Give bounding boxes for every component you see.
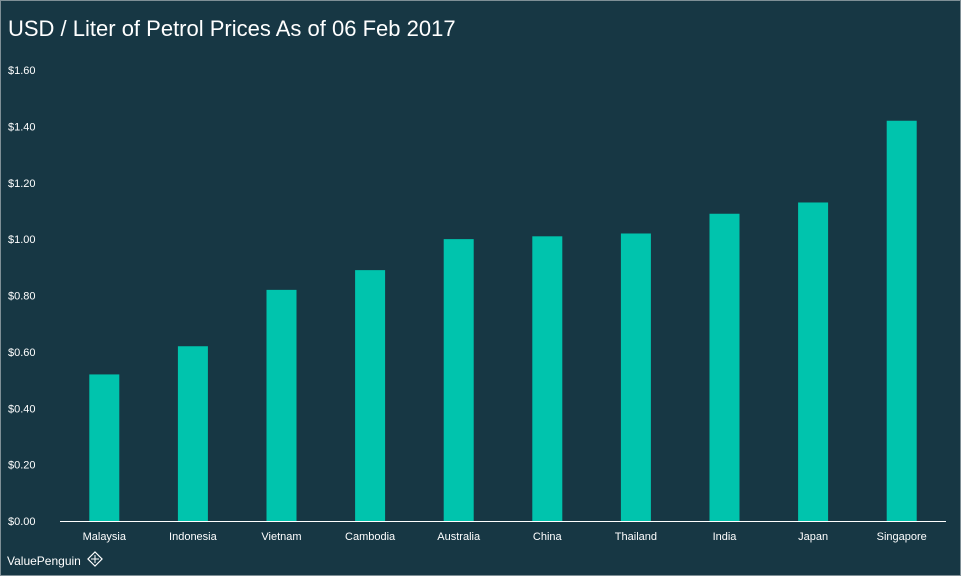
- y-tick-label: $1.20: [8, 178, 36, 190]
- bar: [266, 289, 297, 521]
- brand-name: ValuePenguin: [7, 554, 81, 568]
- bar: [798, 202, 829, 521]
- y-tick-label: $0.20: [8, 460, 36, 472]
- y-tick-label: $1.40: [8, 121, 36, 133]
- penguin-logo-icon: [87, 551, 103, 567]
- bar: [443, 239, 474, 521]
- x-tick-label: Japan: [798, 531, 828, 543]
- bar: [709, 213, 740, 521]
- x-tick-label: Singapore: [877, 531, 927, 543]
- y-tick-label: $0.60: [8, 347, 36, 359]
- x-tick-label: China: [533, 531, 563, 543]
- bar: [532, 236, 563, 521]
- y-tick-label: $1.00: [8, 234, 36, 246]
- bar: [355, 270, 386, 521]
- y-tick-label: $1.60: [8, 65, 36, 77]
- y-axis-ticks: $0.00 $0.20 $0.40 $0.60 $0.80 $1.00 $1.20 $1.40…: [8, 65, 36, 528]
- bars: [89, 120, 917, 522]
- bar: [177, 346, 208, 521]
- y-tick-label: $0.40: [8, 403, 36, 415]
- y-tick-label: $0.00: [8, 516, 36, 528]
- bar: [89, 374, 120, 521]
- x-axis-labels: Malaysia Indonesia Vietnam Cambodia Australi…: [83, 531, 927, 543]
- x-tick-label: India: [713, 531, 738, 543]
- x-tick-label: Malaysia: [83, 531, 127, 543]
- x-tick-label: Indonesia: [169, 531, 218, 543]
- x-tick-label: Vietnam: [261, 531, 301, 543]
- chart-title: USD / Liter of Petrol Prices As of 06 Fe…: [8, 16, 456, 41]
- bar: [620, 233, 651, 522]
- y-tick-label: $0.80: [8, 291, 36, 303]
- x-tick-label: Australia: [437, 531, 481, 543]
- brand: ValuePenguin: [7, 551, 103, 568]
- x-tick-label: Thailand: [615, 531, 657, 543]
- x-tick-label: Cambodia: [345, 531, 396, 543]
- bar: [886, 120, 917, 522]
